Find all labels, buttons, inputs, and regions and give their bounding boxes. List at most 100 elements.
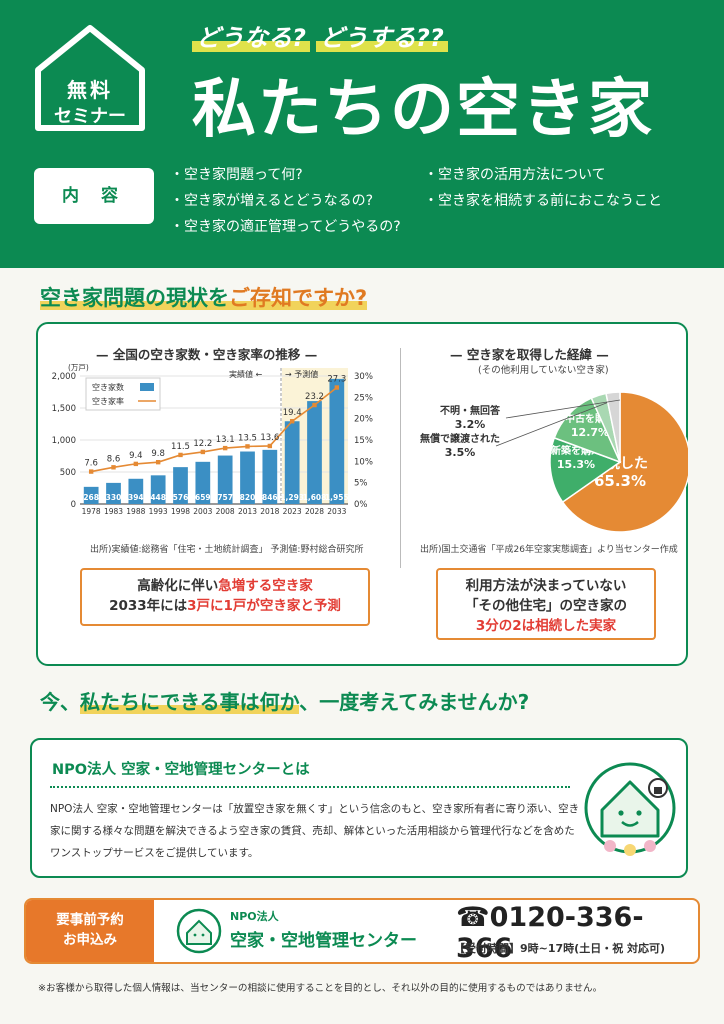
npo-description: NPO法人 空家・空地管理センターは「放置空き家を無くす」という信念のもと、空き… (50, 803, 580, 859)
x-tick-label: 2003 (193, 507, 212, 516)
topic-list-right: ・空き家の活用方法について ・空き家を相続する前におこなうこと (424, 162, 662, 214)
pie-chart-title: — 空き家を取得した経緯 — (450, 347, 609, 362)
y2-tick-label: 25% (354, 393, 373, 403)
rate-value-label: 11.5 (171, 442, 190, 452)
badge-line-2: セミナー (54, 106, 126, 127)
topic-item: ・空き家の活用方法について (424, 167, 606, 183)
panel-divider (400, 348, 401, 568)
bar-value-label: 757 (217, 493, 233, 502)
statistics-panel: — 全国の空き家数・空き家率の推移 — 0 500 1,000 1,500 2,000 0… (36, 322, 688, 666)
slice-value: 3.5% (445, 446, 476, 459)
x-tick-label: 2028 (305, 507, 324, 516)
rate-value-label: 19.4 (283, 408, 302, 418)
bar (284, 421, 300, 504)
bar (240, 451, 255, 504)
callout-text: 高齢化に伴い (137, 578, 219, 594)
rate-point (245, 444, 250, 449)
rate-value-label: 8.6 (107, 454, 121, 464)
bar-value-label: 576 (173, 493, 189, 502)
topic-item: ・空き家が増えるとどうなるの? (170, 193, 374, 209)
bar-chart-source: 出所)実績値:総務省「住宅・土地統計調査」 予測値:野村総合研究所 (90, 545, 364, 555)
reservation-line-2: お申込み (63, 932, 117, 948)
legend-label: 空き家数 (92, 382, 124, 392)
reservation-label: 要事前予約 お申込み (26, 900, 154, 962)
pie-slice (605, 391, 621, 463)
actual-label: 実績値 ← (229, 369, 263, 379)
callout-highlight: 急増する空き家 (218, 578, 313, 594)
dotted-divider (50, 786, 570, 788)
rate-point (334, 385, 340, 390)
callout-line-2: 「その他住宅」の空き家の (465, 598, 627, 614)
bar-value-label: 1,293 (280, 493, 304, 502)
x-tick-label: 2013 (238, 507, 257, 516)
rate-point (178, 452, 183, 458)
y2-tick-label: 5% (354, 479, 368, 489)
hero-banner: 無料 セミナー どうなる? どうする?? 私たちの空き家 内 容 ・空き家問題って… (0, 0, 724, 268)
x-tick-label: 2033 (327, 507, 346, 516)
bar (150, 475, 166, 504)
leader-line (495, 399, 615, 447)
rate-point (133, 461, 139, 467)
section-heading-prefix: 空き家問題の現状を (40, 286, 229, 310)
scalloped-edge (0, 250, 724, 268)
center-logo-icon (176, 908, 222, 954)
topic-item: ・空き家問題って何? (170, 167, 303, 183)
action-heading-suffix: 、一度考えてみませんか? (299, 690, 530, 714)
legend-swatch (140, 383, 154, 391)
house-mascot-icon (584, 762, 676, 856)
pie-slice (549, 436, 622, 504)
section-heading-status: 空き家問題の現状をご存知ですか? (40, 282, 700, 312)
pie-chart-subtitle: (その他利用していない空き家) (478, 365, 609, 376)
y-tick-label: 2,000 (52, 372, 76, 382)
bar-value-label: 330 (106, 493, 122, 502)
rate-value-label: 13.1 (216, 435, 235, 445)
topic-list-left: ・空き家問題って何? ・空き家が増えるとどうなるの? ・空き家の適正管理ってどう… (170, 162, 401, 240)
bar-value-label: 394 (128, 493, 144, 502)
topic-item: ・空き家を相続する前におこなうこと (424, 193, 662, 209)
npo-info-box: NPO法人 空家・空地管理センターとは NPO法人 空家・空地管理センターは「放… (30, 738, 688, 878)
x-tick-label: 1983 (104, 507, 123, 516)
slice-value: 65.3% (594, 472, 646, 490)
callout-text: 2033年には (109, 598, 188, 614)
action-heading-prefix: 今、 (40, 690, 80, 714)
callout-line-2: 2033年には3戸に1戸が空き家と予測 (82, 596, 368, 616)
bar-value-label: 846 (262, 493, 278, 502)
bar-value-label: 1,608 (303, 493, 327, 502)
y2-tick-label: 10% (354, 457, 373, 467)
x-tick-label: 2008 (216, 507, 235, 516)
y2-tick-label: 20% (354, 415, 373, 425)
rate-value-label: 12.2 (193, 439, 212, 449)
y-tick-label: 1,000 (52, 436, 76, 446)
rate-point (312, 402, 317, 408)
bar (83, 486, 99, 504)
phone-number[interactable]: ☎0120-336-366 (456, 902, 644, 964)
y-tick-label: 500 (60, 468, 76, 478)
y-unit-label: (万戸) (68, 364, 89, 372)
rate-value-label: 7.6 (84, 459, 98, 469)
rate-value-label: 13.5 (238, 433, 257, 443)
bar-value-label: 820 (240, 493, 256, 502)
slice-value: 3.2% (455, 418, 486, 431)
rate-point (111, 465, 116, 470)
bar (106, 482, 121, 504)
bar-value-label: 659 (195, 493, 211, 502)
privacy-footnote: ※お客様から取得した個人情報は、当センターの相談に使用することを目的とし、それ以… (38, 983, 603, 994)
bar-chart-title: — 全国の空き家数・空き家率の推移 — (96, 347, 318, 362)
pie-chart-callout: 利用方法が決まっていない 「その他住宅」の空き家の 3分の2は相続した実家 (436, 568, 656, 640)
y2-tick-label: 30% (354, 372, 373, 382)
kicker-1: どうなる? (192, 24, 310, 52)
y2-tick-label: 0% (354, 500, 368, 510)
bar (307, 401, 322, 504)
y-tick-label: 0 (71, 500, 76, 510)
leader-line (505, 399, 621, 419)
y2-tick-label: 15% (354, 436, 373, 446)
rate-value-label: 13.6 (260, 433, 279, 443)
slice-label: 不明・無回答 (440, 404, 501, 417)
bar-value-label: 268 (83, 493, 99, 502)
action-heading-accent: 私たちにできる事は何か (80, 690, 300, 714)
callout-line-1: 利用方法が決まっていない (465, 578, 627, 594)
topic-item: ・空き家の適正管理ってどうやるの? (170, 219, 401, 235)
page-title: 私たちの空き家 (192, 73, 654, 147)
org-name: 空家・空地管理センター (230, 931, 417, 951)
contact-bar: 要事前予約 お申込み NPO法人 空家・空地管理センター ☎0120-336-3… (24, 898, 700, 964)
